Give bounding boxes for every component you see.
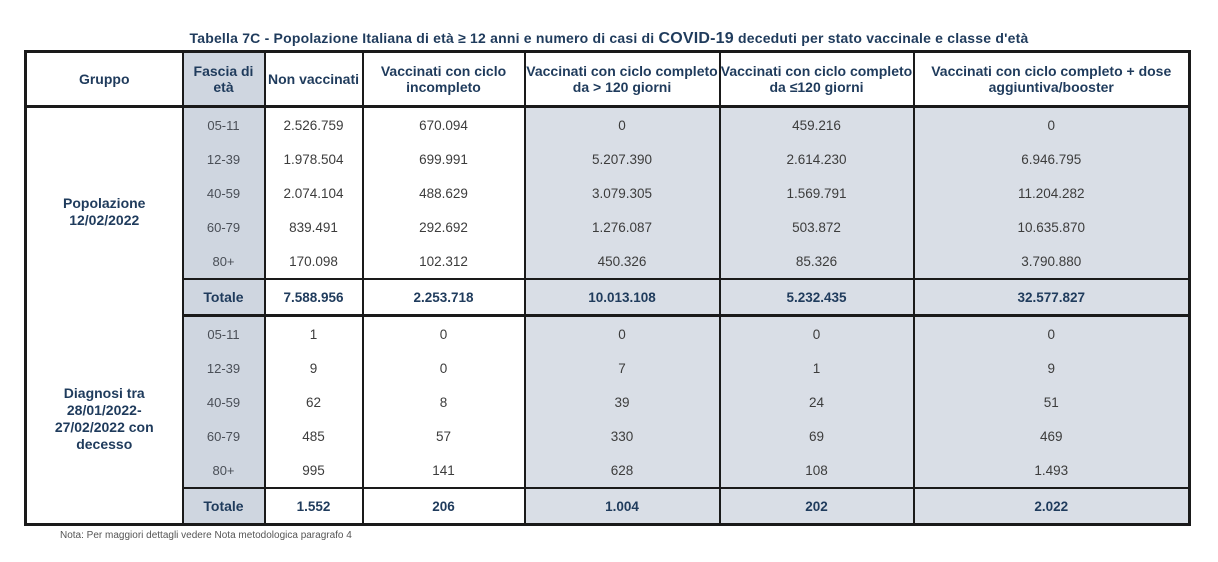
footnote: Nota: Per maggiori dettagli vedere Nota … [60, 530, 352, 541]
age-cell: 12-39 [181, 351, 266, 385]
value-cell: 1.276.087 [523, 210, 721, 244]
value-cell: 2.074.104 [263, 176, 364, 210]
header-row: Gruppo Fascia di età Non vaccinati Vacci… [24, 50, 1191, 108]
total-cell: 1.004 [523, 487, 721, 526]
value-cell: 51 [912, 385, 1191, 419]
table-row: 60-79 839.491 292.692 1.276.087 503.872 … [26, 210, 1191, 244]
col-header-incompleto: Vaccinati con ciclo incompleto [361, 50, 526, 108]
total-cell: 2.253.718 [361, 278, 526, 317]
value-cell: 670.094 [361, 106, 526, 142]
value-cell: 1.569.791 [718, 176, 915, 210]
total-cell: 2.022 [912, 487, 1191, 526]
value-cell: 459.216 [718, 106, 915, 142]
table-row: 60-79 485 57 330 69 469 [26, 419, 1191, 453]
value-cell: 699.991 [361, 142, 526, 176]
age-cell: 40-59 [181, 385, 266, 419]
value-cell: 3.790.880 [912, 244, 1191, 279]
table-row: 80+ 170.098 102.312 450.326 85.326 3.790… [26, 244, 1191, 279]
value-cell: 108 [718, 453, 915, 488]
col-header-non-vaccinati: Non vaccinati [263, 50, 364, 108]
value-cell: 450.326 [523, 244, 721, 279]
value-cell: 24 [718, 385, 915, 419]
value-cell: 6.946.795 [912, 142, 1191, 176]
value-cell: 2.614.230 [718, 142, 915, 176]
value-cell: 995 [263, 453, 364, 488]
total-label: Totale [181, 487, 266, 526]
col-header-completo-le120: Vaccinati con ciclo completo da ≤120 gio… [718, 50, 915, 108]
value-cell: 0 [523, 315, 721, 351]
value-cell: 7 [523, 351, 721, 385]
value-cell: 1 [263, 315, 364, 351]
value-cell: 9 [912, 351, 1191, 385]
value-cell: 10.635.870 [912, 210, 1191, 244]
total-cell: 206 [361, 487, 526, 526]
table-row: Diagnosi tra 28/01/2022- 27/02/2022 con … [24, 315, 1191, 525]
value-cell: 170.098 [263, 244, 364, 279]
total-label: Totale [181, 278, 266, 317]
total-row: Totale 1.552 206 1.004 202 2.022 [26, 487, 1191, 526]
value-cell: 330 [523, 419, 721, 453]
value-cell: 0 [361, 351, 526, 385]
total-cell: 202 [718, 487, 915, 526]
col-header-booster: Vaccinati con ciclo completo + dose aggi… [912, 50, 1191, 108]
value-cell: 628 [523, 453, 721, 488]
value-cell: 1.978.504 [263, 142, 364, 176]
age-cell: 05-11 [181, 315, 266, 351]
value-cell: 3.079.305 [523, 176, 721, 210]
value-cell: 292.692 [361, 210, 526, 244]
value-cell: 839.491 [263, 210, 364, 244]
value-cell: 0 [912, 315, 1191, 351]
group-label: Popolazione 12/02/2022 [24, 106, 184, 316]
value-cell: 0 [523, 106, 721, 142]
total-cell: 5.232.435 [718, 278, 915, 317]
value-cell: 485 [263, 419, 364, 453]
value-cell: 141 [361, 453, 526, 488]
value-cell: 85.326 [718, 244, 915, 279]
table-row: 80+ 995 141 628 108 1.493 [26, 453, 1191, 488]
value-cell: 102.312 [361, 244, 526, 279]
age-cell: 60-79 [181, 210, 266, 244]
value-cell: 8 [361, 385, 526, 419]
age-cell: 40-59 [181, 176, 266, 210]
value-cell: 0 [361, 315, 526, 351]
total-cell: 7.588.956 [263, 278, 364, 317]
group-label: Diagnosi tra 28/01/2022- 27/02/2022 con … [24, 315, 184, 525]
value-cell: 0 [718, 315, 915, 351]
value-cell: 488.629 [361, 176, 526, 210]
table-row: 40-59 62 8 39 24 51 [26, 385, 1191, 419]
col-header-fascia: Fascia di età [181, 50, 266, 108]
value-cell: 39 [523, 385, 721, 419]
value-cell: 62 [263, 385, 364, 419]
value-cell: 57 [361, 419, 526, 453]
total-row: Totale 7.588.956 2.253.718 10.013.108 5.… [26, 278, 1191, 317]
value-cell: 5.207.390 [523, 142, 721, 176]
value-cell: 503.872 [718, 210, 915, 244]
data-table: Gruppo Fascia di età Non vaccinati Vacci… [24, 50, 1191, 526]
value-cell: 1 [718, 351, 915, 385]
age-cell: 60-79 [181, 419, 266, 453]
table-title: Tabella 7C - Popolazione Italiana di età… [189, 30, 1029, 47]
value-cell: 9 [263, 351, 364, 385]
col-header-completo-120: Vaccinati con ciclo completo da > 120 gi… [523, 50, 721, 108]
total-cell: 1.552 [263, 487, 364, 526]
table-row: 12-39 9 0 7 1 9 [26, 351, 1191, 385]
value-cell: 1.493 [912, 453, 1191, 488]
total-cell: 10.013.108 [523, 278, 721, 317]
age-cell: 12-39 [181, 142, 266, 176]
value-cell: 69 [718, 419, 915, 453]
table-row: Popolazione 12/02/2022 05-11 2.526.759 6… [24, 106, 1191, 316]
age-cell: 80+ [181, 453, 266, 488]
age-cell: 05-11 [181, 106, 266, 142]
value-cell: 469 [912, 419, 1191, 453]
col-header-gruppo: Gruppo [24, 50, 184, 108]
age-cell: 80+ [181, 244, 266, 279]
table-row: 40-59 2.074.104 488.629 3.079.305 1.569.… [26, 176, 1191, 210]
value-cell: 2.526.759 [263, 106, 364, 142]
value-cell: 11.204.282 [912, 176, 1191, 210]
value-cell: 0 [912, 106, 1191, 142]
table-row: 12-39 1.978.504 699.991 5.207.390 2.614.… [26, 142, 1191, 176]
total-cell: 32.577.827 [912, 278, 1191, 317]
